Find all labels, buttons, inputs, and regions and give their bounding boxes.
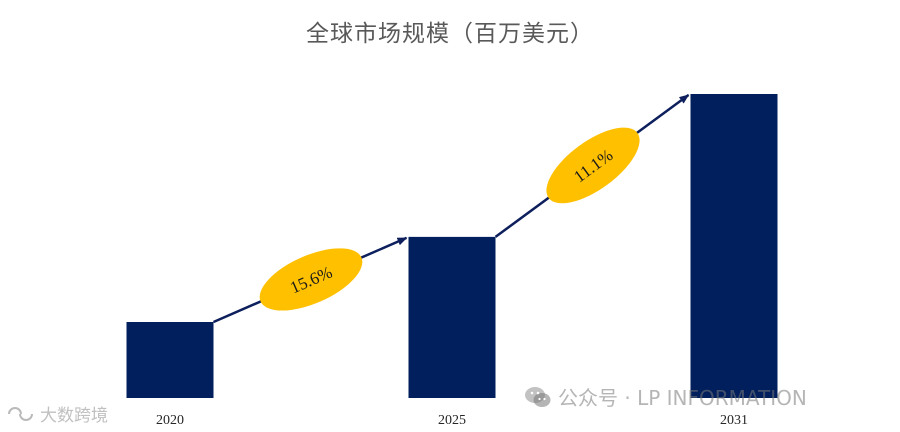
growth-rate-badge: 15.6% [259, 248, 363, 311]
x-tick-label: 2031 [720, 413, 748, 428]
source-watermark-text: 公众号 · LP INFORMATION [558, 386, 807, 410]
wechat-icon [525, 386, 551, 407]
bars-layer [126, 94, 778, 398]
brand-logo-icon [8, 406, 33, 421]
growth-rate-ellipse [546, 127, 640, 204]
chart-title: 全球市场规模（百万美元） [306, 21, 594, 47]
growth-arrows-layer: 15.6% 11.1% [213, 93, 690, 324]
bar-2020 [126, 322, 214, 398]
growth-rate-ellipse [259, 248, 363, 311]
source-watermark: 公众号 · LP INFORMATION [524, 382, 807, 411]
growth-rate-badge: 11.1% [546, 127, 640, 204]
x-tick-label: 2020 [156, 413, 184, 428]
bar-2031 [690, 94, 778, 398]
brand-watermark-text: 大数跨境 [40, 406, 108, 426]
tick-labels-layer: 2020 2025 2031 [156, 413, 748, 428]
bar-2025 [408, 236, 496, 398]
brand-watermark: 大数跨境 [6, 401, 108, 426]
x-tick-label: 2025 [438, 413, 466, 428]
